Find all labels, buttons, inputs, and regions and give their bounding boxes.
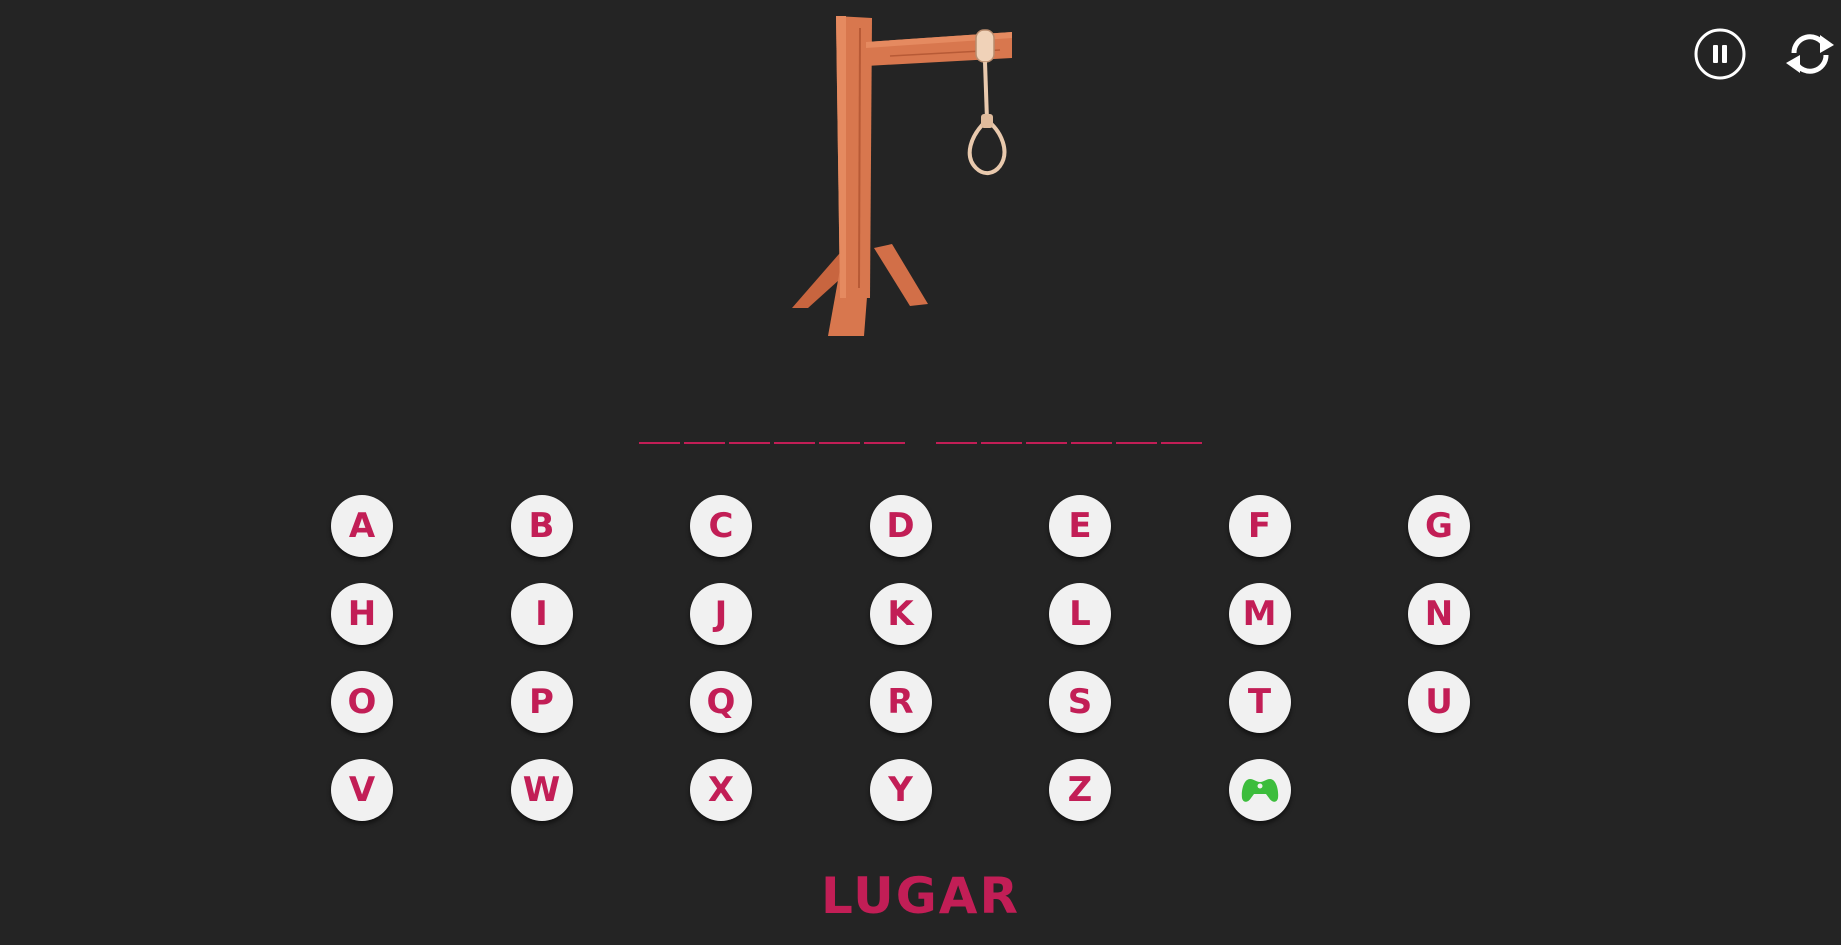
letter-slot bbox=[864, 428, 905, 444]
letter-slot bbox=[729, 428, 770, 444]
letter-key-i[interactable]: I bbox=[510, 583, 573, 645]
letter-key-x[interactable]: X bbox=[690, 759, 752, 821]
letter-key-q[interactable]: Q bbox=[690, 671, 752, 733]
letter-key-y[interactable]: Y bbox=[869, 759, 932, 821]
letter-key-g[interactable]: G bbox=[1408, 495, 1470, 557]
letter-key-d[interactable]: D bbox=[869, 495, 932, 557]
letter-key-p[interactable]: P bbox=[510, 671, 573, 733]
pause-button[interactable] bbox=[1693, 27, 1747, 81]
letter-slot bbox=[639, 428, 680, 444]
letter-slot bbox=[819, 428, 860, 444]
letter-key-e[interactable]: E bbox=[1049, 495, 1111, 557]
letter-key-j[interactable]: J bbox=[690, 583, 752, 645]
restart-button[interactable] bbox=[1782, 27, 1838, 81]
letter-key-s[interactable]: S bbox=[1049, 671, 1111, 733]
letter-keyboard: A B C D E F G H I J K L M N O P Q R S T U V W X Y Z bbox=[331, 495, 1470, 821]
category-label: LUGAR bbox=[821, 867, 1020, 925]
letter-slot bbox=[684, 428, 725, 444]
gallows-illustration bbox=[792, 16, 1012, 336]
letter-slot bbox=[1161, 428, 1202, 444]
letter-key-z[interactable]: Z bbox=[1049, 759, 1111, 821]
letter-slot bbox=[981, 428, 1022, 444]
letter-key-b[interactable]: B bbox=[510, 495, 573, 557]
letter-key-a[interactable]: A bbox=[331, 495, 393, 557]
letter-key-n[interactable]: N bbox=[1408, 583, 1470, 645]
letter-key-l[interactable]: L bbox=[1049, 583, 1111, 645]
letter-key-k[interactable]: K bbox=[869, 583, 932, 645]
bottom-strip bbox=[0, 945, 1841, 949]
letter-key-h[interactable]: H bbox=[331, 583, 393, 645]
letter-key-v[interactable]: V bbox=[331, 759, 393, 821]
letter-key-o[interactable]: O bbox=[331, 671, 393, 733]
letter-slot bbox=[1071, 428, 1112, 444]
letter-key-f[interactable]: F bbox=[1228, 495, 1291, 557]
letter-key-c[interactable]: C bbox=[690, 495, 752, 557]
word-slots bbox=[0, 428, 1841, 444]
letter-key-t[interactable]: T bbox=[1228, 671, 1291, 733]
letter-key-m[interactable]: M bbox=[1228, 583, 1291, 645]
restart-icon bbox=[1786, 34, 1834, 74]
letter-slot bbox=[936, 428, 977, 444]
gamepad-icon bbox=[1241, 779, 1278, 802]
letter-key-u[interactable]: U bbox=[1408, 671, 1470, 733]
letter-key-r[interactable]: R bbox=[869, 671, 932, 733]
word-group-2 bbox=[936, 428, 1202, 444]
pause-icon bbox=[1694, 28, 1746, 80]
letter-slot bbox=[1116, 428, 1157, 444]
letter-slot bbox=[774, 428, 815, 444]
letter-key-w[interactable]: W bbox=[510, 759, 573, 821]
word-group-1 bbox=[639, 428, 905, 444]
gamepad-button[interactable] bbox=[1228, 759, 1291, 821]
letter-slot bbox=[1026, 428, 1067, 444]
